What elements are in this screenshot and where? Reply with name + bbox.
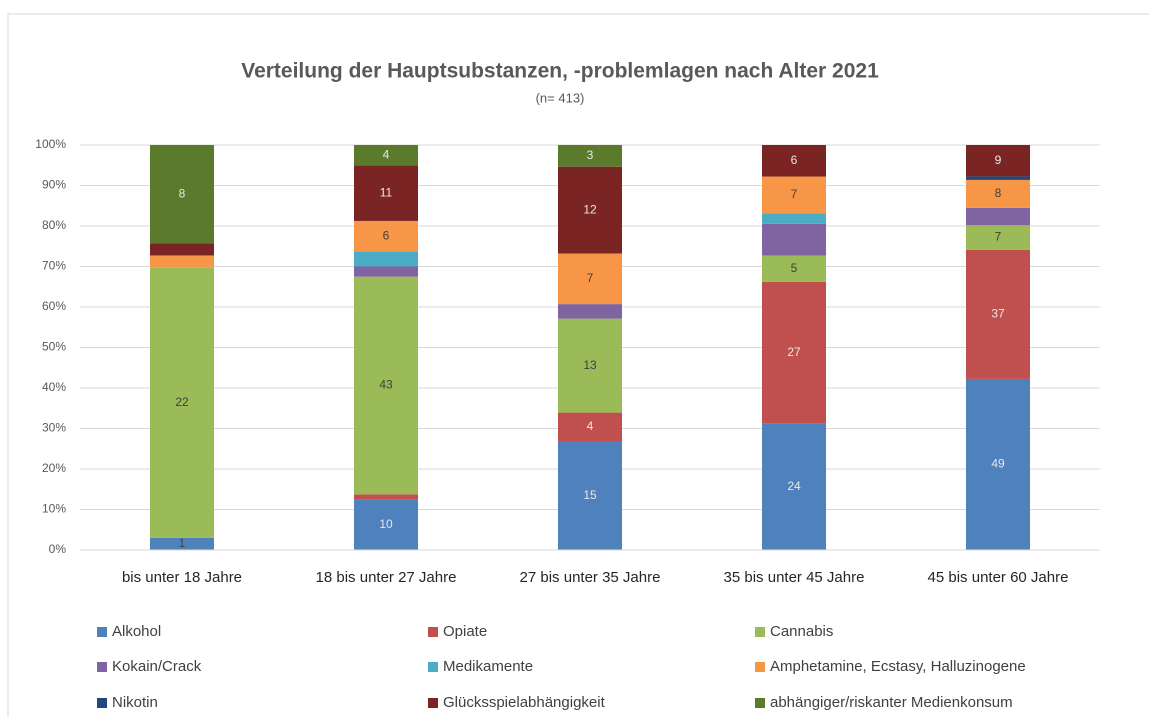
data-label: 8	[179, 186, 186, 200]
chart-title: Verteilung der Hauptsubstanzen, -problem…	[241, 60, 879, 83]
data-label: 6	[383, 228, 390, 242]
bar-segment	[150, 255, 214, 268]
data-label: 43	[379, 378, 393, 392]
chart-subtitle: (n= 413)	[536, 90, 585, 105]
bar-segment	[150, 537, 214, 550]
bar-segment	[558, 318, 622, 413]
legend-label: Medikamente	[443, 658, 533, 675]
legend-swatch	[97, 698, 107, 708]
data-label: 9	[995, 153, 1002, 167]
bar-segment	[966, 225, 1030, 250]
legend-swatch	[755, 662, 765, 672]
bar-segment	[150, 267, 214, 538]
legend-swatch	[755, 698, 765, 708]
data-label: 10	[379, 517, 393, 531]
bar-segment	[966, 249, 1030, 379]
legend-label: Alkohol	[112, 623, 161, 640]
x-tick-label: 45 bis unter 60 Jahre	[928, 569, 1069, 586]
bar-segment	[354, 220, 418, 252]
bar-segment	[354, 165, 418, 221]
legend-swatch	[97, 627, 107, 637]
y-tick-label: 90%	[42, 178, 66, 192]
data-label: 7	[995, 230, 1002, 244]
data-label: 4	[383, 147, 390, 161]
bar-segment	[966, 145, 1030, 177]
data-label: 4	[587, 419, 594, 433]
bar-segment	[558, 166, 622, 254]
legend-swatch	[97, 662, 107, 672]
x-tick-label: 35 bis unter 45 Jahre	[724, 569, 865, 586]
data-label: 27	[787, 345, 801, 359]
bar-segment	[558, 304, 622, 319]
bar-segment	[966, 179, 1030, 208]
data-label: 22	[175, 395, 189, 409]
y-tick-label: 70%	[42, 259, 66, 273]
legend-label: Glücksspielabhängigkeit	[443, 694, 606, 711]
legend-swatch	[428, 627, 438, 637]
bar-segment	[966, 378, 1030, 550]
data-label: 24	[787, 479, 801, 493]
y-tick-label: 30%	[42, 421, 66, 435]
bar-segment	[354, 251, 418, 267]
data-label: 6	[791, 153, 798, 167]
data-label: 8	[995, 186, 1002, 200]
data-label: 11	[380, 185, 393, 199]
y-tick-label: 50%	[42, 340, 66, 354]
data-label: 1	[179, 536, 186, 550]
legend-label: abhängiger/riskanter Medienkonsum	[770, 694, 1013, 711]
bar-segment	[150, 145, 214, 244]
bar-segment	[966, 207, 1030, 226]
legend-label: Amphetamine, Ecstasy, Halluzinogene	[770, 658, 1026, 675]
bar-segment	[354, 494, 418, 500]
bar-segment	[762, 281, 826, 424]
bar-segment	[354, 145, 418, 166]
legend-swatch	[428, 698, 438, 708]
data-label: 7	[587, 271, 594, 285]
data-label: 5	[791, 261, 798, 275]
bar-segment	[354, 276, 418, 495]
bar-segment	[558, 253, 622, 305]
bar-segment	[762, 213, 826, 224]
y-tick-label: 40%	[42, 380, 66, 394]
bar-segment	[354, 266, 418, 277]
y-tick-label: 60%	[42, 299, 66, 313]
bar-segment	[558, 441, 622, 550]
bar-segment	[354, 499, 418, 550]
data-label: 12	[583, 202, 597, 216]
bar-segment	[558, 412, 622, 442]
bar-segment	[762, 255, 826, 282]
data-label: 37	[991, 307, 1005, 321]
legend-swatch	[428, 662, 438, 672]
bar-segment	[150, 243, 214, 256]
legend-label: Kokain/Crack	[112, 658, 202, 675]
bar-segment	[762, 176, 826, 214]
bar-segment	[966, 176, 1030, 180]
data-label: 49	[991, 457, 1005, 471]
y-tick-label: 100%	[35, 137, 66, 151]
legend-label: Nikotin	[112, 694, 158, 711]
bar-segment	[762, 423, 826, 550]
bar-segment	[762, 145, 826, 177]
y-tick-label: 80%	[42, 218, 66, 232]
legend-swatch	[755, 627, 765, 637]
data-label: 7	[791, 187, 798, 201]
x-tick-label: bis unter 18 Jahre	[122, 569, 242, 586]
y-tick-label: 0%	[49, 542, 67, 556]
x-tick-label: 18 bis unter 27 Jahre	[316, 569, 457, 586]
bar-segment	[762, 223, 826, 256]
data-label: 13	[583, 358, 597, 372]
legend-label: Cannabis	[770, 623, 833, 640]
data-label: 3	[587, 148, 594, 162]
bar-segment	[558, 145, 622, 167]
y-tick-label: 10%	[42, 502, 66, 516]
x-tick-label: 27 bis unter 35 Jahre	[520, 569, 661, 586]
y-tick-label: 20%	[42, 461, 66, 475]
legend-label: Opiate	[443, 623, 487, 640]
data-label: 15	[583, 488, 597, 502]
